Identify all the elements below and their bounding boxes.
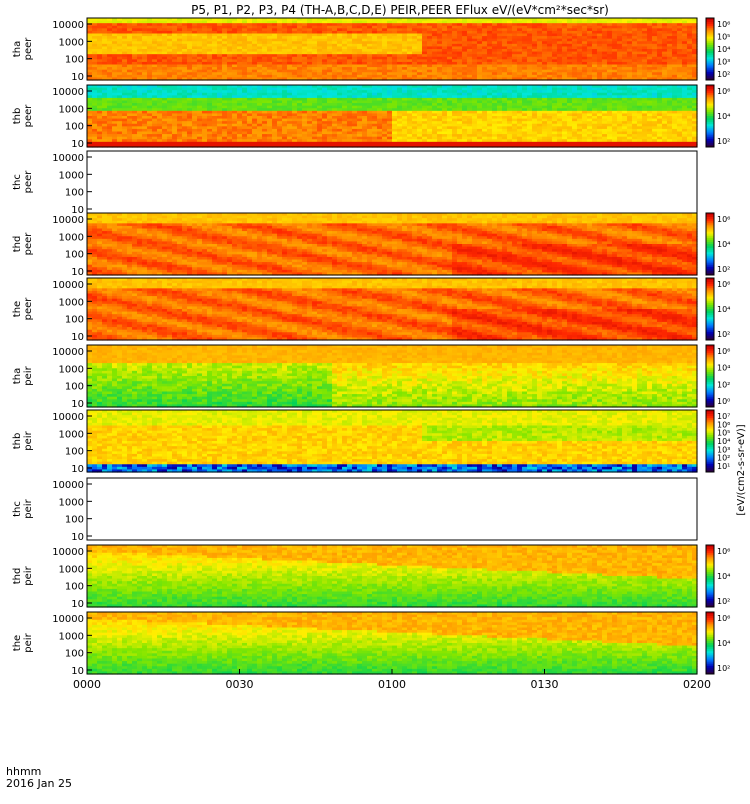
colorbar-tick-label: 10²: [717, 70, 730, 79]
panel-label-probe: tha: [12, 41, 23, 57]
colorbar-tick-label: 10⁴: [717, 45, 730, 54]
panel-stack: 10² 10³ 10⁴ 10⁵ 10⁶ 10 100 1000 10000 thapeer 10²1…: [12, 18, 730, 691]
panel-tha-peer: 10² 10³ 10⁴ 10⁵ 10⁶ 10 100 1000 10000 thapeer: [12, 18, 730, 83]
y-tick-label: 1000: [59, 37, 84, 48]
colorbar-tick-label: 10⁵: [717, 33, 730, 42]
panel-label: thapeer: [12, 37, 34, 61]
colorbar-tick-label: 10⁶: [717, 20, 730, 29]
y-tick-label: 10000: [52, 20, 84, 31]
y-tick-label: 100: [65, 55, 84, 66]
heatmap-cells: [87, 85, 698, 148]
colorbar-tick-label: 10³: [717, 58, 730, 67]
panel-label-species: peer: [23, 37, 34, 61]
colorbar: 10² 10³ 10⁴ 10⁵ 10⁶: [706, 18, 730, 81]
y-tick-label: 10: [71, 72, 84, 83]
chart-title: P5, P1, P2, P3, P4 (TH-A,B,C,D,E) PEIR,P…: [191, 3, 609, 17]
heatmap-cells: [87, 18, 698, 81]
